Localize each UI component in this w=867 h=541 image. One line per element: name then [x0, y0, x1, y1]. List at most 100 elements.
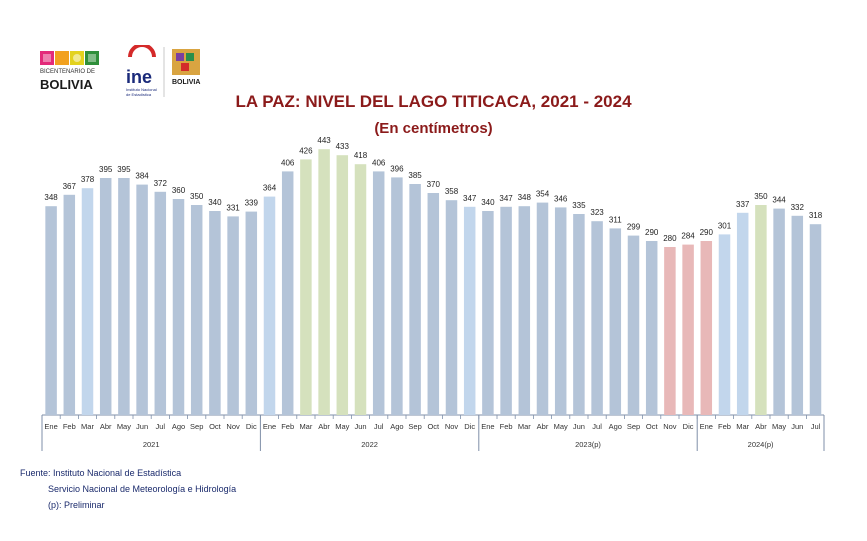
bar — [318, 149, 330, 415]
data-label: 364 — [263, 184, 277, 193]
bicentenario-logo-icon — [40, 43, 200, 97]
data-label: 396 — [390, 164, 404, 173]
bar — [445, 200, 458, 415]
data-label: 347 — [463, 194, 477, 203]
data-label: 378 — [81, 175, 95, 184]
source-line-2: Servicio Nacional de Meteorología e Hidr… — [48, 484, 237, 494]
bar — [518, 206, 531, 415]
data-label: 339 — [245, 199, 259, 208]
data-label: 354 — [536, 190, 550, 199]
bar — [45, 206, 57, 415]
bar — [809, 224, 822, 415]
bar — [81, 188, 94, 415]
month-tick-label: Abr — [537, 422, 549, 431]
data-label: 385 — [408, 171, 422, 180]
month-tick-label: Oct — [646, 422, 659, 431]
month-tick-label: Abr — [755, 422, 767, 431]
bar — [463, 206, 476, 415]
bar — [682, 244, 694, 415]
data-label: 395 — [99, 165, 113, 174]
source-line-3: (p): Preliminar — [48, 500, 105, 510]
month-tick-label: Abr — [318, 422, 330, 431]
data-label: 406 — [372, 158, 386, 167]
bar — [718, 234, 731, 415]
month-tick-label: Feb — [63, 422, 76, 431]
bar — [209, 211, 221, 415]
data-label: 344 — [772, 196, 786, 205]
month-tick-label: May — [117, 422, 131, 431]
data-label: 290 — [645, 228, 659, 237]
month-tick-label: Jun — [791, 422, 803, 431]
month-tick-label: Feb — [718, 422, 731, 431]
month-tick-label: Nov — [226, 422, 240, 431]
month-tick-label: Ago — [172, 422, 185, 431]
data-label: 395 — [117, 165, 131, 174]
bar — [172, 199, 185, 415]
data-label: 335 — [572, 201, 586, 210]
bar — [609, 228, 622, 415]
chart-title: LA PAZ: NIVEL DEL LAGO TITICACA, 2021 - … — [235, 92, 632, 111]
bar — [591, 221, 603, 415]
logo-area: BICENTENARIO DE BOLIVIA ine Instituto Na… — [38, 43, 218, 105]
month-tick-label: Dic — [464, 422, 475, 431]
bar — [645, 241, 658, 415]
month-tick-label: Jul — [592, 422, 602, 431]
data-label: 301 — [718, 221, 732, 230]
data-label: 443 — [317, 136, 331, 145]
bar — [500, 206, 512, 415]
bar — [573, 214, 585, 415]
data-label: 406 — [281, 158, 295, 167]
data-label: 348 — [44, 193, 58, 202]
bar — [190, 205, 203, 415]
chart-subtitle: (En centímetros) — [374, 120, 493, 137]
data-label: 358 — [445, 187, 459, 196]
ine-sub2: de Estadística — [126, 92, 152, 97]
data-label: 340 — [481, 198, 495, 207]
bar — [63, 194, 76, 415]
bar — [536, 202, 549, 415]
month-tick-label: Oct — [427, 422, 440, 431]
data-label: 284 — [681, 232, 695, 241]
month-tick-label: Jul — [374, 422, 384, 431]
data-label: 347 — [499, 194, 513, 203]
month-tick-label: Ago — [390, 422, 403, 431]
month-tick-label: Ene — [44, 422, 57, 431]
month-tick-label: Sep — [408, 422, 421, 431]
bar — [263, 196, 276, 415]
data-label: 299 — [627, 223, 641, 232]
month-tick-label: Ago — [609, 422, 622, 431]
bar — [427, 193, 440, 415]
month-tick-label: Dic — [246, 422, 257, 431]
month-tick-label: Sep — [627, 422, 640, 431]
bar — [791, 215, 804, 415]
data-label: 311 — [609, 215, 622, 224]
bar — [391, 177, 403, 415]
bicentenario-line2: BOLIVIA — [40, 77, 93, 92]
bar — [773, 208, 785, 415]
bar — [554, 207, 567, 415]
bar — [118, 178, 130, 415]
bar — [627, 235, 640, 415]
data-label: 346 — [554, 194, 568, 203]
month-tick-label: Feb — [500, 422, 513, 431]
ine-logo-text: ine — [126, 67, 153, 87]
month-tick-label: Abr — [100, 422, 112, 431]
year-group-label: 2023(p) — [575, 440, 601, 449]
data-label: 433 — [336, 142, 350, 151]
data-label: 323 — [590, 208, 604, 217]
bar — [354, 164, 367, 415]
data-label: 367 — [63, 182, 77, 191]
bar — [136, 184, 148, 415]
data-label: 318 — [809, 211, 823, 220]
month-tick-label: Mar — [736, 422, 749, 431]
bar — [664, 247, 676, 415]
month-tick-label: Dic — [683, 422, 694, 431]
month-tick-label: Ene — [481, 422, 494, 431]
data-label: 337 — [736, 200, 750, 209]
bicentenario-line1: BICENTENARIO DE — [40, 69, 96, 75]
data-label: 280 — [663, 234, 677, 243]
month-tick-label: May — [772, 422, 786, 431]
bar — [281, 171, 294, 415]
month-tick-label: Oct — [209, 422, 222, 431]
